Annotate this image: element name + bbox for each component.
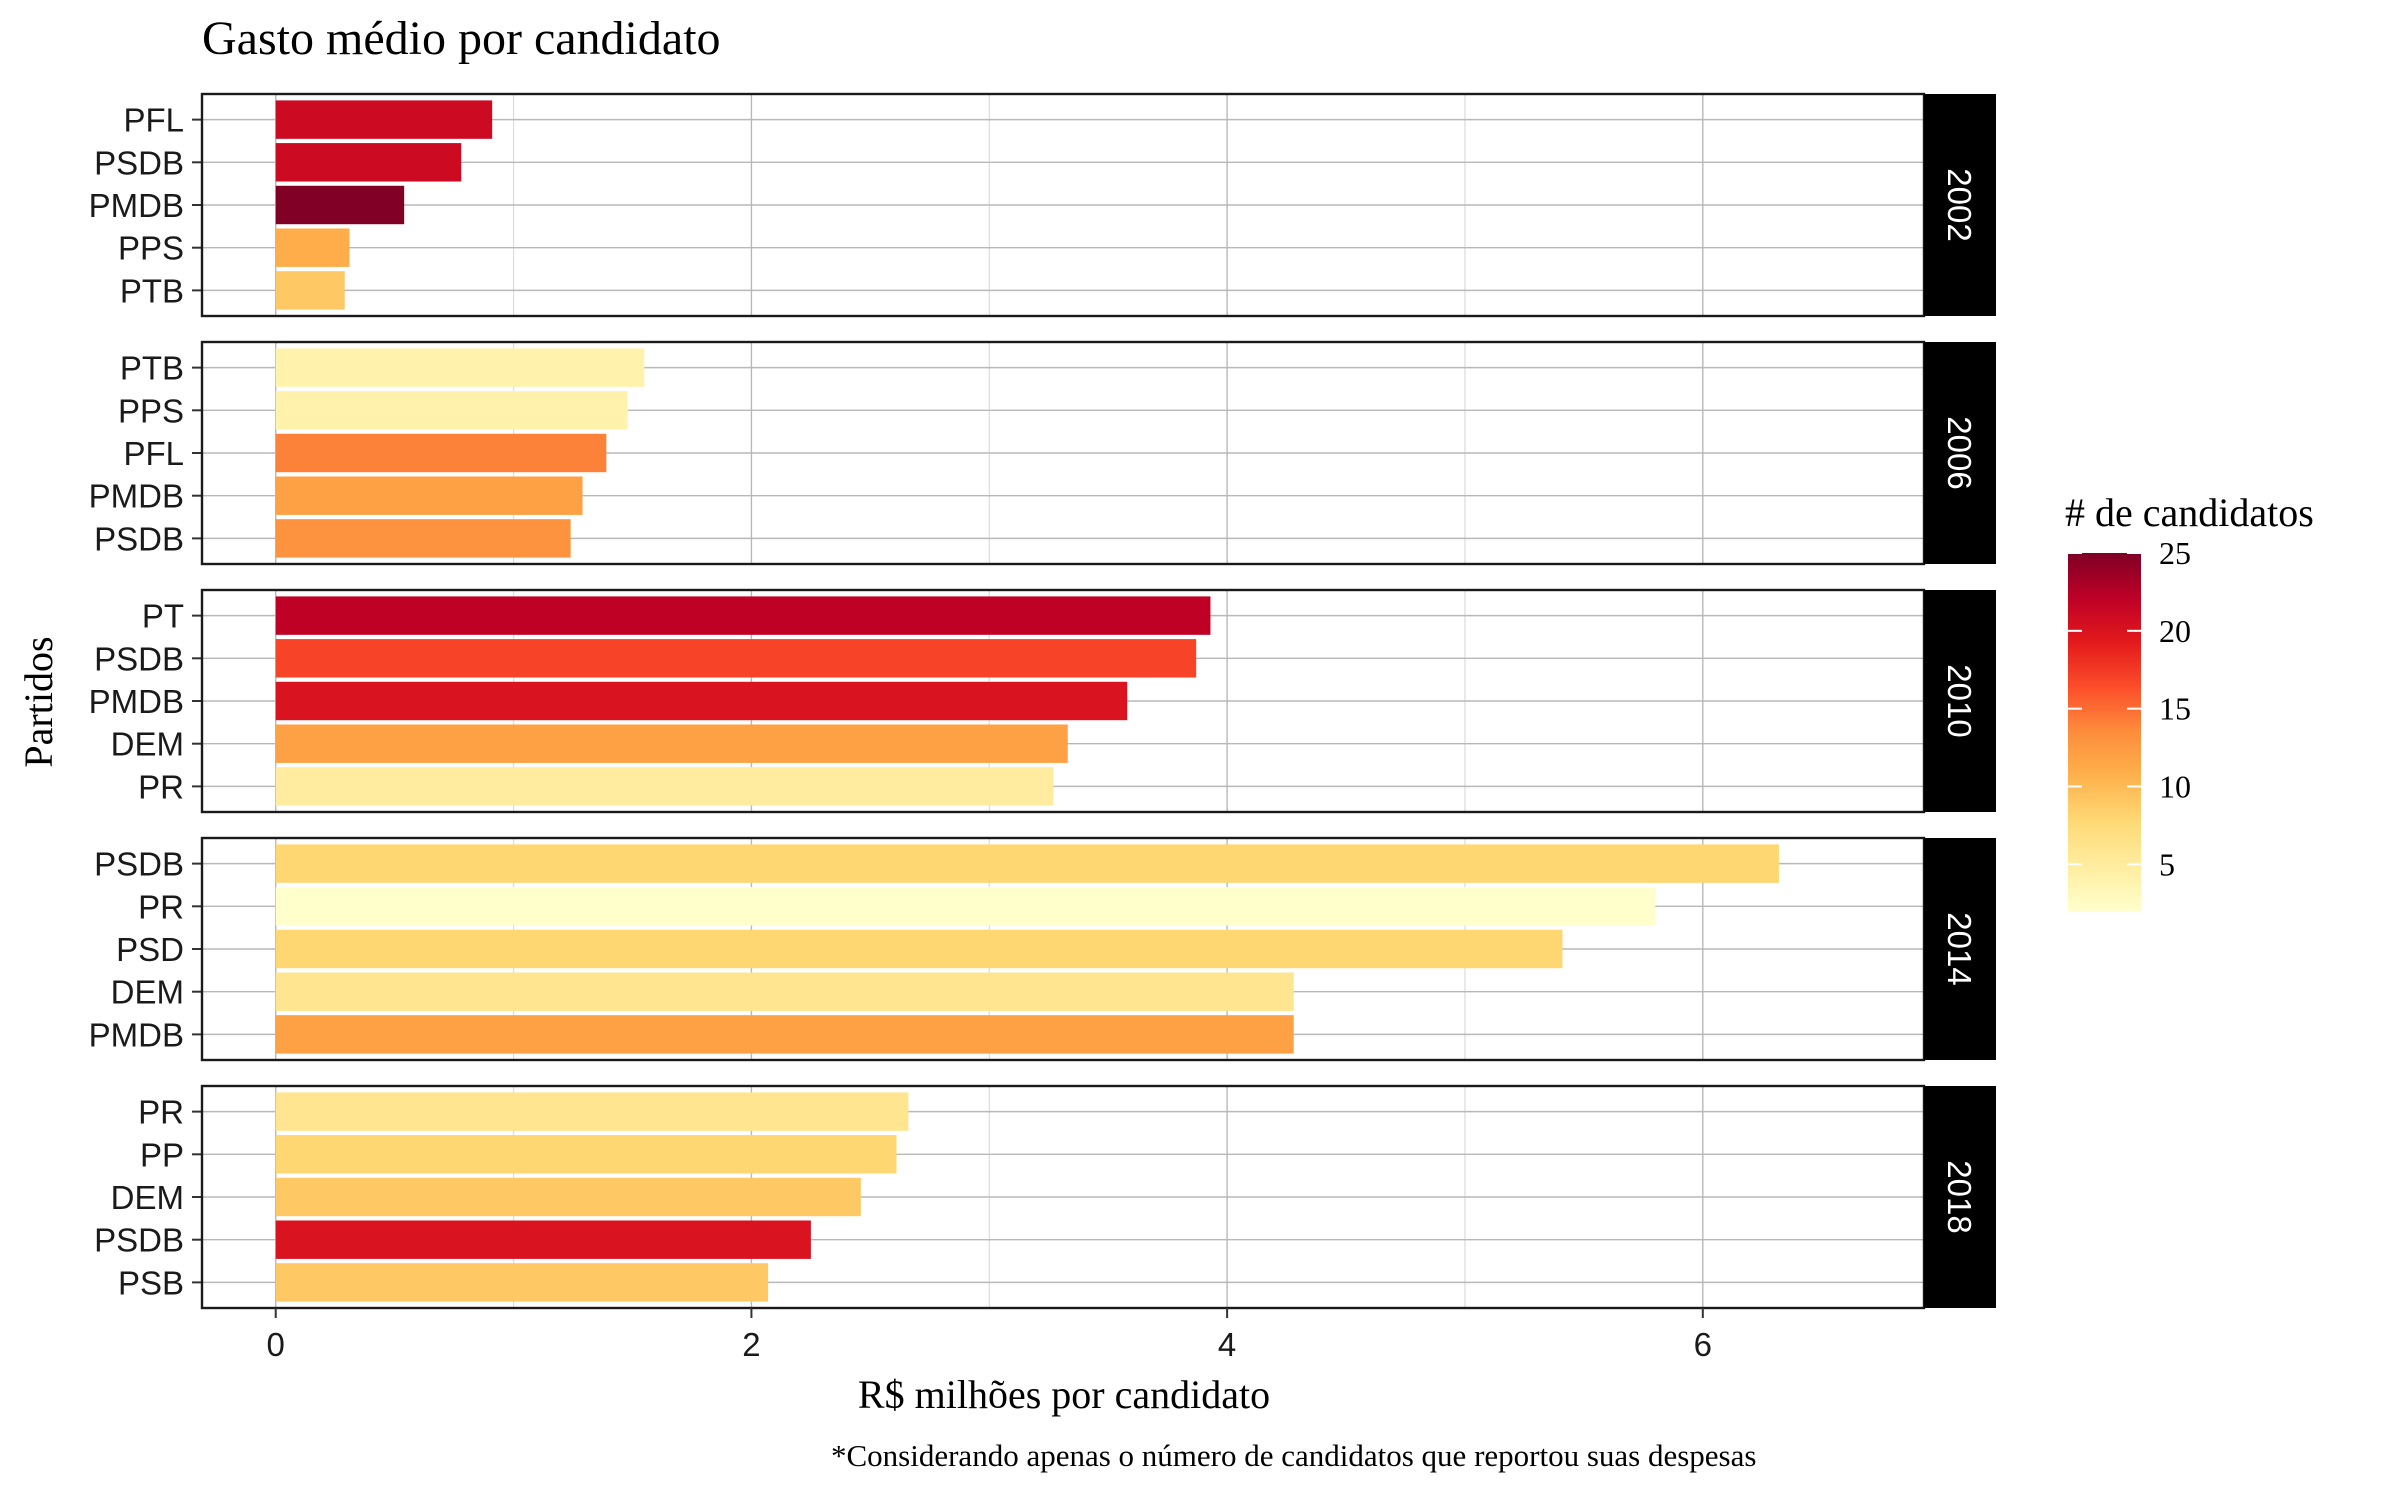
x-axis-title: R$ milhões por candidato xyxy=(858,1372,1270,1417)
y-tick-label: PFL xyxy=(123,102,184,139)
bar-2010-PR xyxy=(275,767,1054,806)
y-tick-label: PSDB xyxy=(94,846,184,883)
y-tick-label: PSB xyxy=(118,1264,184,1301)
bar-2006-PMDB xyxy=(275,476,583,515)
facet-strip xyxy=(1924,94,1996,316)
x-tick-label: 2 xyxy=(742,1326,760,1363)
y-tick-label: PMDB xyxy=(89,1016,184,1053)
bar-2002-PSDB xyxy=(275,143,462,182)
bar-2014-DEM xyxy=(275,972,1294,1011)
bar-2010-PMDB xyxy=(275,681,1128,721)
y-tick-label: PP xyxy=(140,1136,184,1173)
facet-strip-label: 2010 xyxy=(1941,664,1978,737)
bar-2010-PT xyxy=(275,596,1211,635)
facet-panels: PFL PSDB PMDB PPS PTB 2002 PTB PPS PFL PMDB PSDB 20… xyxy=(89,92,1996,1310)
y-tick-label: PPS xyxy=(118,230,184,267)
bar-2006-PPS xyxy=(275,391,628,430)
facet-strip-label: 2006 xyxy=(1941,416,1978,489)
x-axis: 0 2 4 6 xyxy=(267,1308,1712,1363)
facet-panel-2002: PFL PSDB PMDB PPS PTB 2002 xyxy=(89,92,1996,318)
y-tick-label: PSDB xyxy=(94,144,184,181)
y-tick-label: PMDB xyxy=(89,478,184,515)
bar-2018-PR xyxy=(275,1092,909,1131)
bar-2018-PSDB xyxy=(275,1220,811,1259)
bar-2002-PFL xyxy=(275,100,493,139)
facet-panel-2014: PSDB PR PSD DEM PMDB 2014 xyxy=(89,836,1996,1062)
x-tick-label: 6 xyxy=(1694,1326,1712,1363)
bar-2014-PSD xyxy=(275,929,1563,969)
facet-strip xyxy=(1924,590,1996,812)
bar-2014-PSDB xyxy=(275,844,1779,883)
bar-2018-DEM xyxy=(275,1177,861,1217)
legend-tick-label: 5 xyxy=(2159,846,2175,882)
y-tick-label: PSDB xyxy=(94,640,184,677)
bar-2002-PMDB xyxy=(275,185,405,225)
legend-colorbar xyxy=(2068,553,2141,911)
y-tick-label: PT xyxy=(142,598,184,635)
bar-2002-PTB xyxy=(275,271,345,310)
y-tick-label: DEM xyxy=(111,974,184,1011)
legend-tick-label: 25 xyxy=(2159,535,2191,571)
legend-ticks: 5 10 15 20 25 xyxy=(2068,535,2191,882)
y-tick-label: PFL xyxy=(123,435,184,472)
facet-strip xyxy=(1924,838,1996,1060)
y-axis-title: Partidos xyxy=(16,636,61,767)
y-tick-label: PTB xyxy=(120,272,184,309)
y-tick-label: DEM xyxy=(111,726,184,763)
y-tick-label: PSDB xyxy=(94,520,184,557)
chart-caption: *Considerando apenas o número de candida… xyxy=(831,1438,1756,1473)
bar-2018-PSB xyxy=(275,1263,769,1302)
x-tick-label: 4 xyxy=(1218,1326,1236,1363)
y-tick-label: PPS xyxy=(118,392,184,429)
bar-2010-PSDB xyxy=(275,639,1197,678)
legend-tick-label: 10 xyxy=(2159,768,2191,804)
facet-strip xyxy=(1924,1086,1996,1308)
x-tick-label: 0 xyxy=(267,1326,285,1363)
facet-strip-label: 2014 xyxy=(1941,912,1978,985)
legend-tick-label: 20 xyxy=(2159,613,2191,649)
bar-2014-PR xyxy=(275,887,1656,926)
color-legend: # de candidatos 5 10 15 20 25 xyxy=(2065,490,2314,911)
facet-panel-2010: PT PSDB PMDB DEM PR 2010 xyxy=(89,588,1996,814)
bar-2014-PMDB xyxy=(275,1015,1294,1054)
facet-strip-label: 2018 xyxy=(1941,1160,1978,1233)
y-tick-label: PR xyxy=(138,888,184,925)
bar-2010-DEM xyxy=(275,724,1068,763)
y-tick-label: PR xyxy=(138,768,184,805)
bar-2002-PPS xyxy=(275,228,350,267)
legend-title: # de candidatos xyxy=(2065,490,2314,535)
bar-2006-PFL xyxy=(275,433,607,473)
y-tick-label: DEM xyxy=(111,1179,184,1216)
facet-panel-2006: PTB PPS PFL PMDB PSDB 2006 xyxy=(89,340,1996,566)
facet-panel-2018: PR PP DEM PSDB PSB 2018 xyxy=(94,1084,1996,1310)
legend-tick-label: 15 xyxy=(2159,691,2191,727)
y-tick-label: PMDB xyxy=(89,187,184,224)
y-tick-label: PTB xyxy=(120,350,184,387)
bar-2006-PTB xyxy=(275,348,645,387)
facet-strip-label: 2002 xyxy=(1941,168,1978,241)
y-tick-label: PR xyxy=(138,1094,184,1131)
facet-strip xyxy=(1924,342,1996,564)
y-tick-label: PSDB xyxy=(94,1222,184,1259)
bar-2018-PP xyxy=(275,1135,897,1174)
bar-2006-PSDB xyxy=(275,519,571,558)
y-tick-label: PMDB xyxy=(89,683,184,720)
y-tick-label: PSD xyxy=(116,931,184,968)
chart-title: Gasto médio por candidato xyxy=(202,12,721,65)
